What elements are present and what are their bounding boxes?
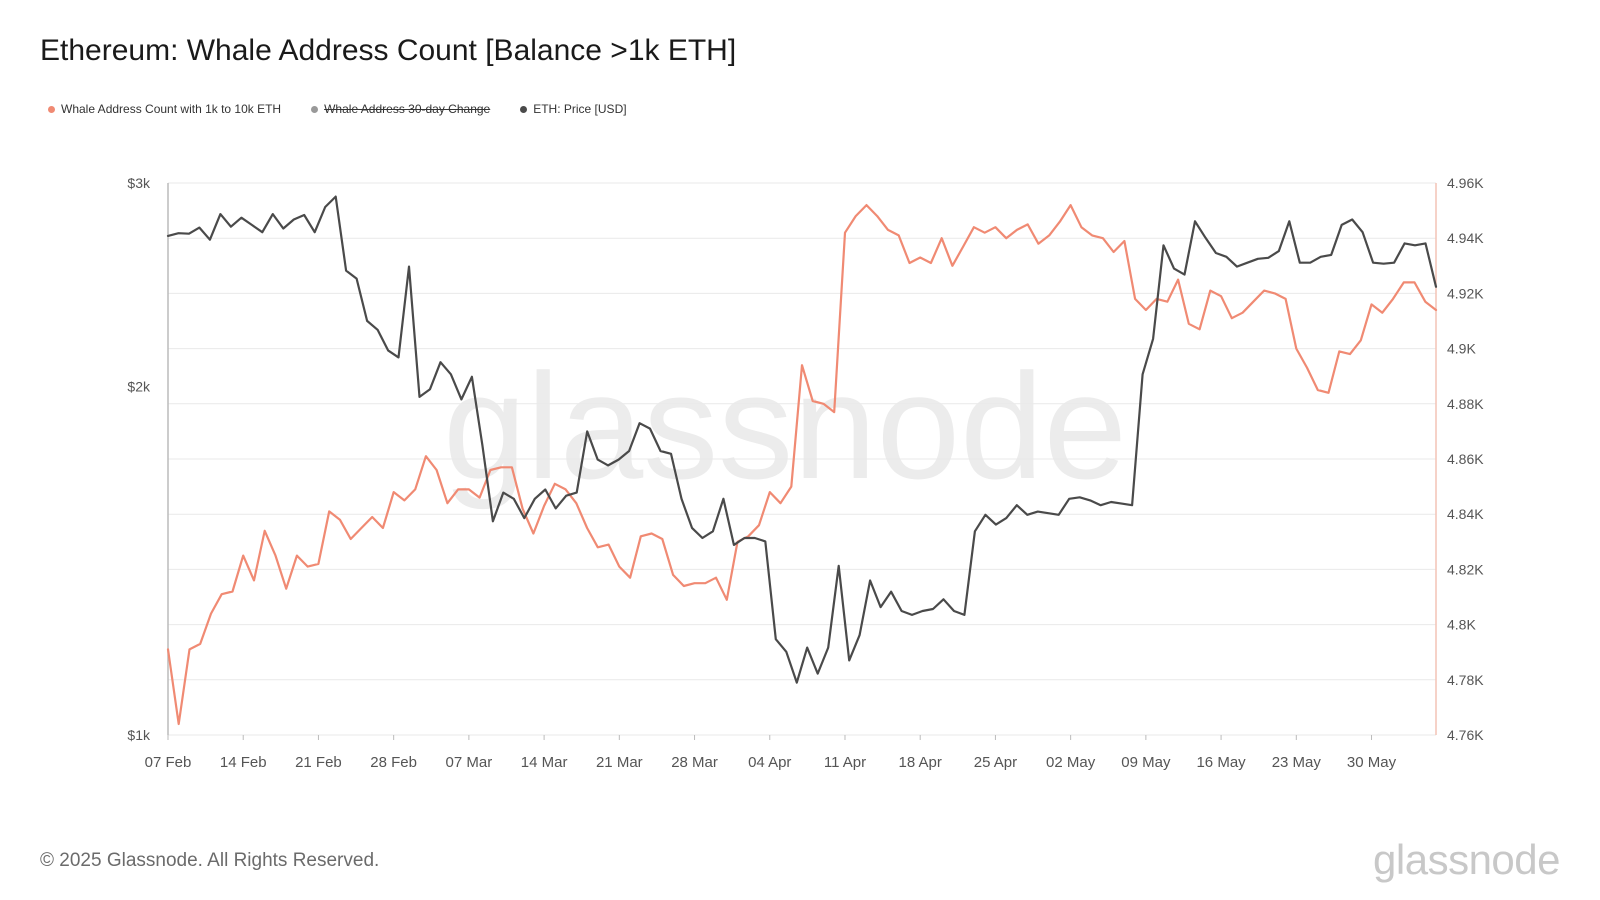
x-tick-label: 23 May [1272, 754, 1322, 771]
x-tick-label: 28 Mar [671, 754, 718, 771]
y-right-tick-label: 4.9K [1447, 341, 1476, 357]
watermark: glassnode [443, 342, 1127, 510]
x-tick-label: 16 May [1196, 754, 1246, 771]
tick-labels: 4.76K 4.78K 4.8K 4.82K 4.84K 4.86K 4.88K 4.9K 4.… [127, 175, 1484, 771]
legend: Whale Address Count with 1k to 10k ETH W… [48, 102, 627, 116]
x-tick-label: 02 May [1046, 754, 1096, 771]
x-tick-label: 30 May [1347, 754, 1397, 771]
legend-label: Whale Address Count with 1k to 10k ETH [61, 102, 282, 116]
legend-dot-icon [520, 105, 528, 113]
legend-label: ETH: Price [USD] [533, 102, 627, 116]
x-tick-label: 21 Feb [295, 754, 342, 771]
legend-item-whale-count[interactable]: Whale Address Count with 1k to 10k ETH [48, 102, 281, 116]
y-right-tick-label: 4.78K [1447, 672, 1484, 688]
y-right-tick-label: 4.76K [1447, 727, 1484, 743]
legend-dot-icon [48, 105, 55, 113]
x-tick-label: 18 Apr [899, 754, 942, 771]
y-left-tick-label: $1k [127, 727, 151, 743]
x-tick-label: 28 Feb [370, 754, 417, 771]
x-tick-label: 07 Feb [145, 754, 192, 771]
x-tick-label: 04 Apr [748, 754, 791, 771]
x-tick-label: 25 Apr [974, 754, 1017, 771]
y-left-tick-label: $3k [127, 175, 151, 191]
y-right-tick-label: 4.84K [1447, 506, 1484, 522]
y-right-tick-label: 4.86K [1447, 451, 1484, 467]
x-tick-label: 11 Apr [824, 754, 866, 771]
series-line-eth-price [166, 195, 1438, 684]
x-tick-label: 09 May [1121, 754, 1171, 771]
x-tick-label: 07 Mar [446, 754, 493, 771]
y-right-tick-label: 4.8K [1447, 617, 1476, 633]
legend-item-eth-price[interactable]: ETH: Price [USD] [520, 102, 627, 116]
y-right-tick-label: 4.92K [1447, 285, 1484, 301]
y-left-tick-label: $2k [127, 379, 151, 395]
series-line-whale-count [166, 204, 1438, 726]
glassnode-logo: glassnode [1373, 836, 1560, 883]
x-tick-label: 14 Feb [220, 754, 267, 771]
y-right-tick-label: 4.96K [1447, 175, 1484, 191]
series-lines [166, 195, 1438, 726]
legend-item-30day-change[interactable]: Whale Address 30-day Change [311, 102, 490, 116]
y-right-tick-label: 4.88K [1447, 396, 1484, 412]
grid-lines [168, 182, 1436, 736]
legend-dot-icon [311, 105, 319, 113]
chart-title: Ethereum: Whale Address Count [Balance >… [40, 34, 737, 67]
copyright: © 2025 Glassnode. All Rights Reserved. [40, 850, 380, 871]
y-right-tick-label: 4.82K [1447, 561, 1484, 577]
axes [167, 183, 1437, 740]
x-tick-label: 14 Mar [521, 754, 568, 771]
y-right-tick-label: 4.94K [1447, 230, 1484, 246]
legend-label: Whale Address 30-day Change [324, 102, 491, 116]
x-tick-label: 21 Mar [596, 754, 643, 771]
